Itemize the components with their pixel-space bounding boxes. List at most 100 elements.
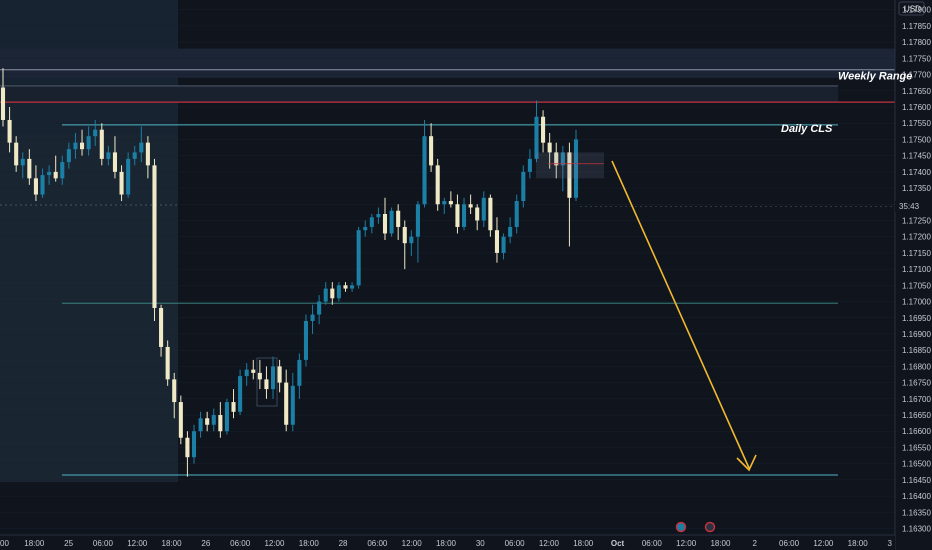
projection-arrow-head [736, 454, 757, 472]
event-icon-2[interactable] [704, 521, 716, 533]
price-tick-label: 1.16800 [902, 362, 931, 371]
candle-body [126, 158, 131, 195]
weekly-range-zone [0, 48, 895, 78]
time-tick-label: 06:00 [230, 539, 251, 548]
time-tick-label: 12:00 [539, 539, 560, 548]
price-tick-label: 1.16500 [902, 460, 931, 469]
candle-body [330, 288, 335, 299]
price-tick-label: 1.16950 [902, 314, 931, 323]
candle-body [409, 236, 414, 244]
time-tick-label: 06:00 [367, 539, 388, 548]
candle-body [244, 369, 249, 377]
currency-label: USD [904, 5, 921, 14]
level-lines [0, 69, 895, 476]
price-tick-label: 1.17600 [902, 103, 931, 112]
order-block-zone [536, 152, 604, 179]
candle-body [310, 314, 315, 321]
price-axis-panel[interactable] [895, 0, 932, 550]
time-tick-label: 18:00 [710, 539, 731, 548]
price-tick-label: 1.17850 [902, 22, 931, 31]
price-tick-label: 1.16550 [902, 443, 931, 452]
candle-body [475, 207, 480, 221]
candle-body [14, 142, 19, 166]
candle-body [7, 119, 12, 143]
candle-body [494, 230, 500, 253]
time-tick-label: 28 [339, 539, 348, 548]
overlays [256, 152, 757, 472]
price-ticks: 1.17900 1.17850 1.17800 1.17750 1.17700 1.176… [902, 6, 931, 534]
candle-body [534, 116, 539, 159]
candle-body [435, 165, 440, 205]
time-tick-label: Oct [611, 539, 625, 548]
candle-body [106, 152, 111, 159]
candle-body [455, 204, 460, 227]
time-tick-label: 06:00 [93, 539, 114, 548]
candle-body [567, 152, 572, 198]
weekly-range-inner [0, 85, 838, 103]
candle-body [178, 402, 183, 438]
candle-body [165, 346, 170, 380]
price-tick-label: 1.16300 [902, 525, 931, 534]
candle-body [514, 201, 519, 227]
candle-body [257, 372, 262, 380]
currency-box[interactable] [898, 1, 925, 16]
time-tick-label: 25 [64, 539, 73, 548]
weekly-range-label: Weekly Range [838, 71, 912, 83]
candle-body [251, 369, 256, 373]
price-tick-label: 1.16450 [902, 476, 931, 485]
candle-body [521, 171, 526, 202]
time-tick-label: 18:00 [573, 539, 594, 548]
candle-body [508, 226, 513, 237]
candle-body [33, 178, 38, 195]
price-tick-label: 1.17350 [902, 184, 931, 193]
candle-body [119, 171, 124, 195]
price-tick-label: 1.16650 [902, 411, 931, 420]
time-ticks: 00 18:00 25 06:00 12:00 18:00 26 06:00 12:00 18:0… [0, 539, 893, 548]
candle-body [336, 285, 341, 299]
price-tick-label: 1.17900 [902, 6, 931, 15]
candle-body [323, 288, 328, 302]
price-tick-label: 1.17050 [902, 281, 931, 290]
price-tick-label: 1.16600 [902, 427, 931, 436]
price-tick-label: 1.16400 [902, 492, 931, 501]
candle-body [218, 415, 223, 432]
candle-body [317, 301, 322, 315]
candle-body [356, 230, 361, 286]
candle-body [284, 382, 289, 425]
candle-body [527, 158, 532, 172]
candle-body [79, 142, 85, 150]
time-tick-label: 12:00 [813, 539, 834, 548]
price-tick-label: 1.17000 [902, 298, 931, 307]
candle-body [47, 171, 52, 176]
price-tick-label: 1.17450 [902, 152, 931, 161]
candle-body [264, 379, 269, 390]
time-axis-panel[interactable] [0, 535, 895, 550]
small-range-box [256, 357, 278, 407]
candle-body [290, 385, 295, 425]
candle-body [99, 129, 104, 159]
current-price-box [895, 201, 932, 212]
candle-body [422, 136, 427, 205]
time-tick-label: 12:00 [127, 539, 148, 548]
candle-body [211, 415, 216, 425]
candle-body [73, 142, 78, 150]
price-tick-label: 1.16900 [902, 330, 931, 339]
candle-body [205, 418, 210, 425]
current-price-label: 35:43 [899, 202, 920, 211]
time-tick-label: 18:00 [299, 539, 320, 548]
price-tick-label: 1.17650 [902, 87, 931, 96]
candle-body [27, 158, 32, 179]
candle-body [112, 152, 118, 172]
candle-body [238, 376, 243, 412]
price-tick-label: 1.17550 [902, 119, 931, 128]
time-tick-label: 12:00 [676, 539, 697, 548]
event-icon-1[interactable] [675, 521, 687, 533]
candle-body [560, 152, 565, 166]
price-tick-label: 1.17150 [902, 249, 931, 258]
candle-body [40, 175, 45, 195]
time-tick-label: 2 [753, 539, 758, 548]
candle-body [132, 152, 137, 159]
price-tick-label: 1.17700 [902, 71, 931, 80]
